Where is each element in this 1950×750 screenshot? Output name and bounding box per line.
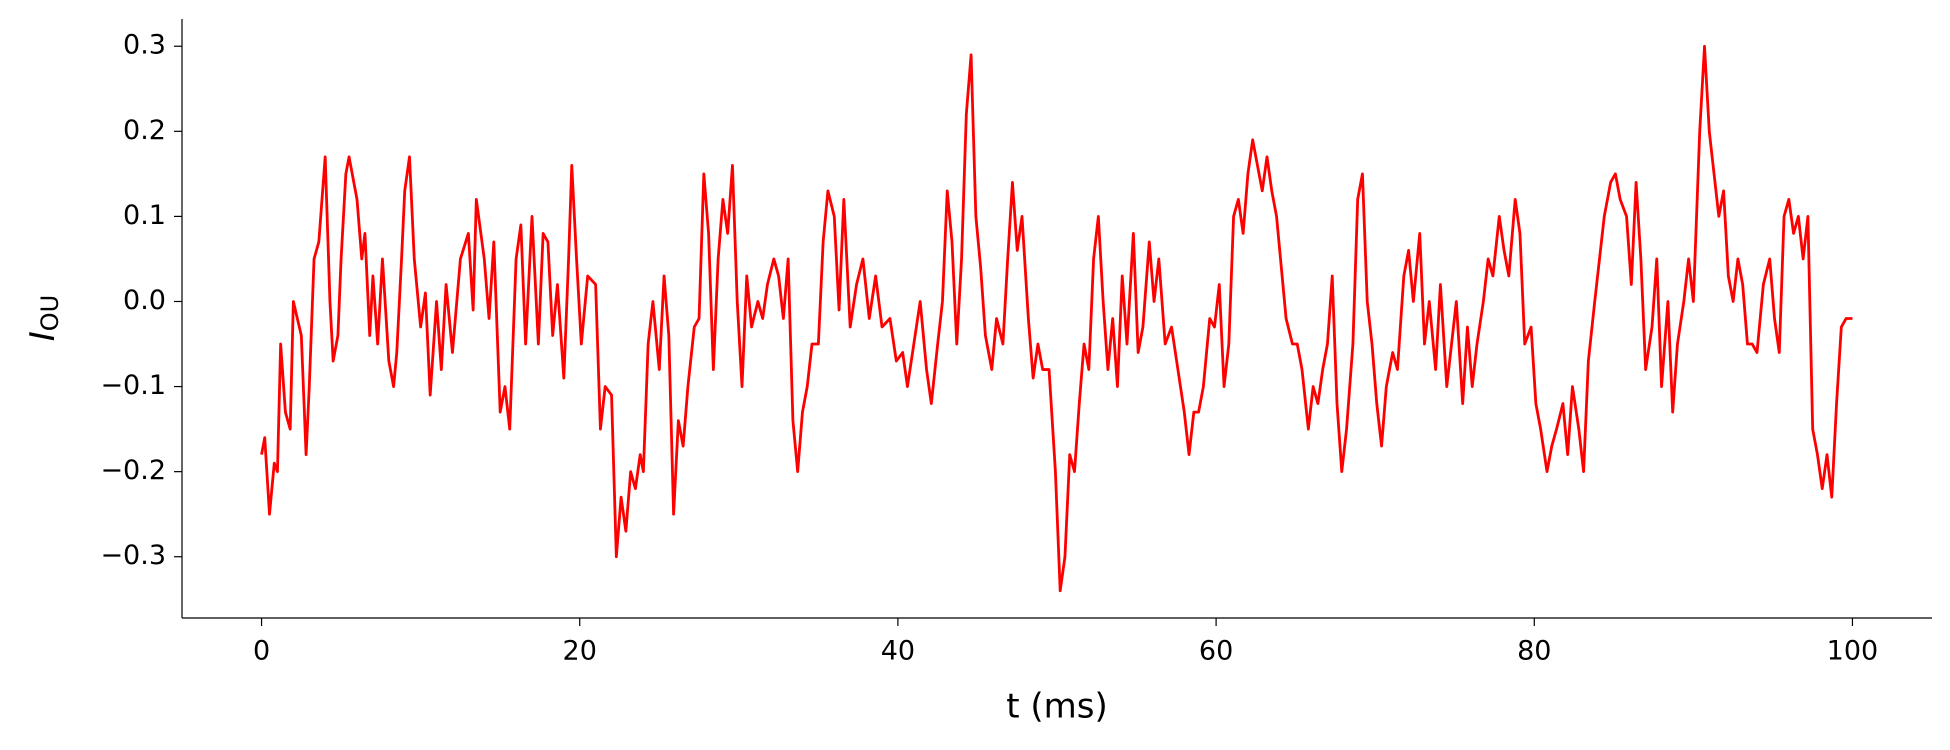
y-axis-label: IOU — [23, 295, 65, 342]
y-tick-label: −0.1 — [100, 370, 166, 401]
y-tick-label: −0.3 — [100, 540, 166, 571]
data-line — [260, 44, 1853, 593]
y-tick-label: 0.2 — [123, 115, 166, 146]
y-axis-label-subscript: OU — [36, 295, 64, 331]
x-tick-label: 0 — [253, 636, 270, 667]
y-tick-label: 0.3 — [123, 30, 166, 61]
y-tick-label: −0.2 — [100, 455, 166, 486]
x-tick-label: 100 — [1827, 636, 1879, 667]
y-tick-label: 0.1 — [123, 200, 166, 231]
x-tick-label: 20 — [563, 636, 597, 667]
x-tick-label: 80 — [1517, 636, 1551, 667]
y-tick-label: 0.0 — [123, 285, 166, 316]
x-tick-label: 40 — [881, 636, 915, 667]
x-tick-label: 60 — [1199, 636, 1233, 667]
x-axis-label: t (ms) — [1006, 687, 1108, 727]
y-axis-label-main: I — [23, 331, 63, 341]
